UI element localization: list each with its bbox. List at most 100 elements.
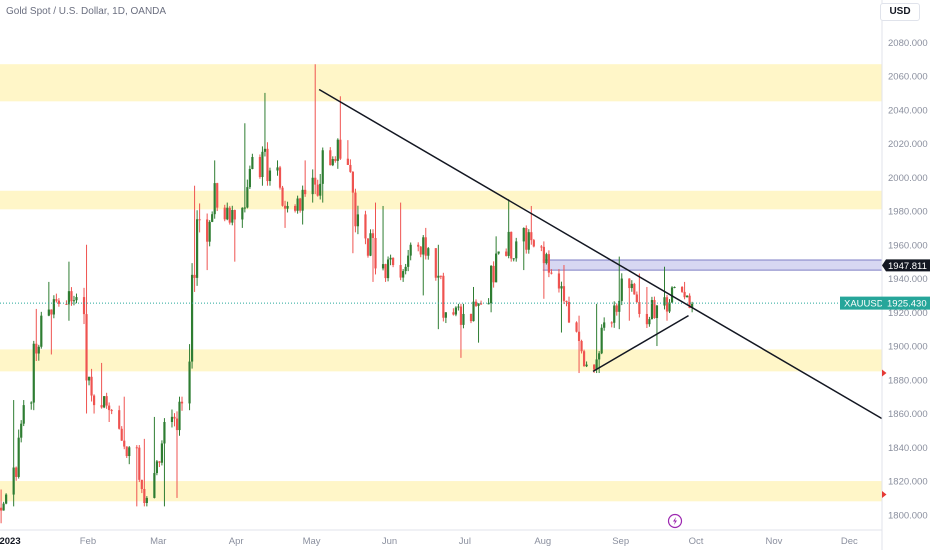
- candle-body: [404, 266, 407, 272]
- price-tick-label: 2040.000: [888, 105, 928, 116]
- time-tick-label: May: [303, 536, 321, 547]
- candle-body: [512, 258, 515, 260]
- candle-body: [371, 233, 375, 238]
- candle-body: [20, 423, 23, 438]
- candle-body: [190, 274, 194, 362]
- candle-body: [407, 255, 410, 267]
- horizontal-zones: [0, 64, 882, 502]
- candle-body: [655, 305, 659, 319]
- candle-body: [663, 297, 666, 306]
- candle-body: [680, 286, 684, 292]
- ascending-support-trendline[interactable]: [592, 315, 689, 373]
- candle-body: [409, 244, 412, 256]
- chart-icons: [667, 513, 683, 529]
- candle-body: [331, 159, 334, 166]
- candle-body: [530, 232, 533, 241]
- candle-body: [665, 297, 669, 312]
- candle-body: [462, 313, 465, 325]
- candle-body: [276, 167, 279, 171]
- candle-body: [211, 214, 214, 222]
- candle-body: [567, 301, 571, 323]
- support-resistance-zone: [0, 481, 882, 502]
- candle-body: [580, 340, 583, 352]
- candle-body: [103, 396, 106, 408]
- candle-body: [123, 440, 126, 447]
- candle-body: [231, 210, 234, 223]
- candle-body: [351, 171, 354, 193]
- candle-body: [457, 306, 460, 308]
- candle-body: [216, 183, 219, 208]
- candle-body: [251, 157, 254, 169]
- candle-body: [145, 497, 148, 503]
- candle-body: [143, 489, 146, 503]
- support-resistance-zone: [0, 349, 882, 372]
- candle-body: [92, 395, 96, 406]
- candle-body: [668, 302, 671, 312]
- candle-body: [434, 248, 437, 278]
- candle-body: [452, 312, 455, 315]
- candle-body: [374, 237, 377, 269]
- candle-body: [593, 364, 596, 370]
- candle-body: [0, 507, 3, 511]
- candle-body: [356, 214, 360, 227]
- candle-body: [613, 305, 616, 323]
- candle-body: [196, 219, 199, 278]
- candle-body: [153, 473, 156, 498]
- resistance-band-layer: [542, 259, 882, 271]
- candle-body: [316, 184, 319, 196]
- resistance-band: [542, 259, 882, 271]
- candle-body: [673, 286, 676, 288]
- price-tick-label: 1880.000: [888, 375, 928, 386]
- candle-body: [346, 158, 349, 165]
- candle-body: [128, 447, 131, 457]
- candle-body: [281, 187, 284, 206]
- candle-body: [319, 183, 322, 196]
- time-tick-label: Nov: [765, 536, 782, 547]
- candle-body: [562, 286, 566, 301]
- candle-body: [620, 278, 623, 301]
- candle-body: [82, 297, 86, 315]
- candle-body: [444, 312, 447, 318]
- candle-body: [108, 405, 111, 411]
- candle-body: [386, 259, 390, 279]
- candle-body: [648, 319, 651, 325]
- candle-body: [314, 177, 317, 185]
- candle-body: [540, 246, 543, 248]
- candle-body: [522, 228, 525, 242]
- candle-body: [635, 294, 638, 303]
- candle-body: [246, 187, 249, 208]
- candle-body: [437, 275, 440, 278]
- candle-body: [688, 295, 691, 309]
- candle-body: [650, 300, 654, 320]
- candle-body: [266, 148, 269, 182]
- time-axis[interactable]: 2023 Feb Mar Apr May Jun Jul Aug Sep Oct Nov Dec: [0, 529, 882, 547]
- candle-body: [208, 221, 211, 242]
- price-tick-label: 2020.000: [888, 139, 928, 150]
- candle-body: [585, 364, 588, 367]
- candle-body: [638, 302, 641, 314]
- candle-body: [52, 299, 55, 315]
- descending-resistance-trendline[interactable]: [318, 88, 883, 420]
- symbol-tag-label: XAUUSD: [844, 299, 884, 310]
- price-axis[interactable]: 1800.000 1820.000 1840.000 1860.000 1880.000…: [881, 0, 928, 550]
- candle-body: [301, 189, 304, 211]
- trendlines[interactable]: [318, 88, 883, 420]
- candle-body: [515, 241, 518, 259]
- candle-body: [47, 309, 50, 316]
- price-tick-label: 2060.000: [888, 72, 928, 83]
- candle-body: [268, 170, 272, 182]
- candle-body: [32, 343, 35, 403]
- price-tick-label: 1820.000: [888, 477, 928, 488]
- candle-body: [595, 359, 598, 370]
- candle-body: [492, 265, 495, 283]
- candle-body: [495, 253, 498, 283]
- currency-button[interactable]: USD: [880, 3, 920, 21]
- price-tick-label: 1940.000: [888, 274, 928, 285]
- candle-body: [243, 207, 246, 209]
- candle-body: [178, 401, 181, 431]
- candle-body: [439, 275, 442, 277]
- price-tick-label: 1840.000: [888, 443, 928, 454]
- candle-body: [577, 331, 581, 341]
